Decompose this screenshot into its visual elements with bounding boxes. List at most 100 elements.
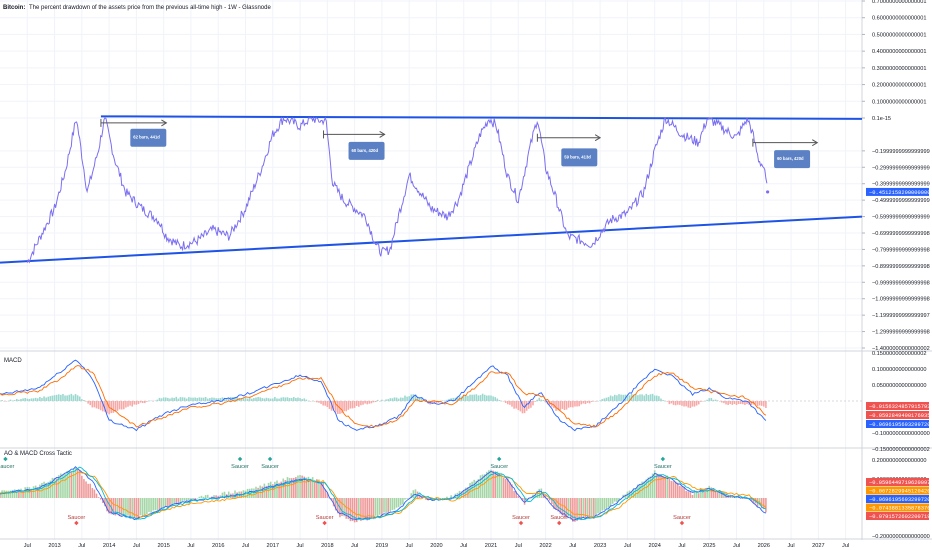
saucer-sell-label: Saucer (673, 515, 691, 521)
ao-histogram-bar (742, 498, 744, 500)
price-axis-tick-label: −1.2999999999999998 (872, 330, 930, 336)
macd-histogram-bar (597, 400, 599, 402)
chart-title: Bitcoin: The percent drawdown of the ass… (3, 5, 271, 11)
ao-histogram-bar (257, 487, 259, 498)
ao-histogram-bar (674, 481, 677, 498)
drawdown-pane[interactable]: 62 bars, 441d 60 bars, 420d 59 bars, 413d 6… (0, 115, 863, 264)
bars-range-projection[interactable]: 60 bars, 420d (752, 138, 819, 169)
macd-histogram-bar (364, 401, 366, 404)
ao-histogram-bar (162, 498, 165, 508)
time-axis-tick-label: Jul (187, 543, 194, 549)
ao-histogram-bar (221, 492, 224, 498)
price-axis[interactable]: 0.7000000000000001 0.6000000000000001 0.50… (862, 0, 930, 540)
ao-histogram-bar (389, 498, 392, 512)
ao-fast-line[interactable] (0, 466, 767, 521)
ao-histogram-bar (152, 498, 154, 511)
macd-histogram-bar (672, 401, 675, 405)
macd-histogram-bar (93, 401, 96, 408)
macd-histogram-bar (756, 401, 759, 407)
macd-histogram-bar (572, 401, 574, 408)
ao-histogram-bar (158, 498, 161, 511)
ao-histogram-bar (691, 494, 694, 498)
macd-histogram-bar (521, 401, 524, 414)
ao-histogram-bar (120, 498, 123, 516)
macd-histogram-bar (53, 395, 56, 401)
bars-range-projection[interactable]: 62 bars, 441d (100, 118, 168, 147)
bars-range-projection[interactable]: 59 bars, 413d (536, 133, 602, 167)
ao-histogram-bar (318, 479, 320, 498)
price-axis-tick-label: 0.5000000000000001 (872, 32, 926, 38)
macd-pane[interactable] (0, 359, 862, 432)
resistance-trendline[interactable] (100, 115, 863, 120)
bars-range-projection[interactable]: 60 bars, 420d (323, 130, 386, 160)
macd-histogram-bar (486, 395, 488, 401)
macd-histogram-bar (563, 401, 566, 410)
macd-histogram-bar (135, 401, 138, 405)
ao-histogram-bar (601, 498, 604, 511)
signal-line[interactable] (0, 365, 767, 428)
ao-pane-label[interactable]: AO & MACD Cross Tactic (4, 451, 72, 457)
macd-histogram-bar (760, 401, 763, 406)
price-axis-tick-label: −0.3999999999999999 (872, 182, 930, 188)
macd-histogram-bar (26, 398, 29, 401)
macd-histogram-bar (727, 401, 729, 406)
macd-histogram-bar (154, 400, 157, 402)
time-axis-tick-label: Jul (678, 543, 685, 549)
macd-histogram-bar (125, 401, 127, 408)
ao-histogram-bar (431, 498, 434, 501)
ao-pane[interactable]: Saucer Saucer Saucer Saucer Saucer Saucer Sauc… (0, 456, 767, 526)
support-trendline[interactable] (0, 215, 863, 264)
ao-histogram-bar (500, 474, 503, 498)
ao-histogram-bar (370, 498, 373, 520)
time-axis[interactable]: Jul 2013 Jul 2014 Jul 2015 Jul 2016 Jul 2017 Jul 20… (24, 543, 850, 549)
ao-histogram-bar (146, 498, 148, 515)
macd-histogram-bar (379, 401, 381, 402)
macd-histogram-bar (318, 401, 320, 403)
ao-value-tag (866, 478, 929, 486)
chart-title-description: The percent drawdown of the assets price… (29, 5, 271, 11)
macd-histogram-bar (611, 396, 614, 401)
saucer-sell-label: Saucer (68, 515, 86, 521)
macd-histogram-bar (143, 401, 146, 404)
macd-histogram-bar (465, 395, 467, 401)
macd-histogram-bar (202, 397, 205, 401)
last-value-tag (866, 187, 929, 196)
macd-pane-label[interactable]: MACD (4, 358, 22, 364)
ao-histogram-bar (670, 480, 673, 498)
macd-histogram-bar (198, 397, 201, 401)
ao-histogram-bar (578, 498, 580, 520)
macd-histogram-bar (263, 398, 266, 401)
macd-histogram-bar (244, 396, 247, 401)
ao-histogram-bar (655, 474, 658, 498)
ao-histogram-bar (22, 490, 24, 498)
macd-histogram-bar (689, 401, 692, 408)
macd-histogram-bar (179, 397, 182, 401)
ao-histogram-bar (569, 498, 572, 520)
ao-histogram-bar (467, 487, 469, 498)
ao-histogram-bar (91, 487, 94, 498)
macd-histogram-bar (561, 401, 564, 409)
ao-histogram-bar (127, 498, 129, 516)
ao-histogram-bar (481, 474, 484, 498)
macd-histogram-bar (368, 401, 371, 404)
ao-histogram-bar (202, 496, 205, 498)
ao-histogram-bar (716, 492, 719, 498)
macd-histogram-bar (647, 395, 650, 401)
ao-histogram-bar (446, 496, 448, 498)
ao-histogram-bar (502, 478, 505, 498)
projection-arrowhead (594, 134, 602, 142)
macd-histogram-bar (582, 401, 585, 404)
macd-histogram-bar (517, 401, 520, 411)
saucer-sell-marker (74, 520, 79, 526)
macd-histogram-bar (362, 401, 364, 405)
macd-histogram-bar (62, 393, 64, 401)
time-axis-tick-label: Jul (406, 543, 413, 549)
drawdown-line[interactable] (26, 116, 768, 264)
macd-histogram-bar (110, 401, 113, 414)
macd-line[interactable] (0, 359, 767, 432)
macd-histogram-bar (653, 395, 656, 401)
ao-histogram-bar (708, 485, 711, 498)
macd-histogram-bar (683, 401, 685, 407)
macd-histogram-bar (643, 395, 645, 401)
ao-histogram-bar (167, 498, 169, 508)
